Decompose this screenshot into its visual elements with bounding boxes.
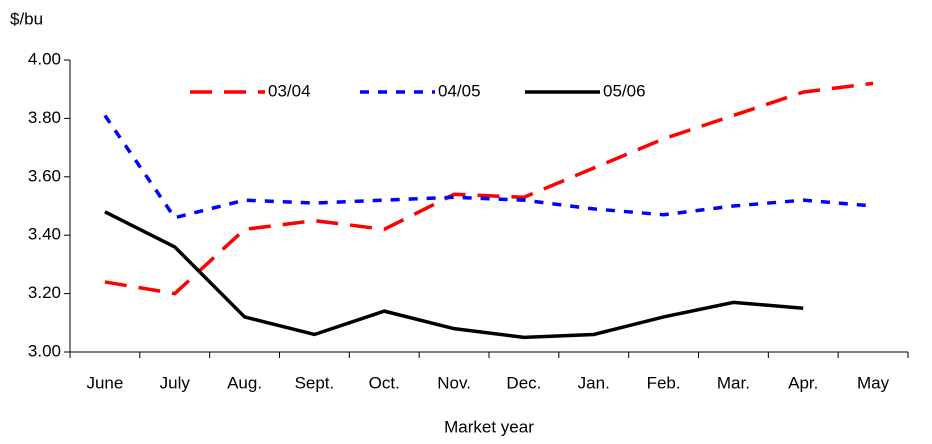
legend-label: 04/05 [438, 81, 481, 100]
legend-label: 05/06 [603, 81, 646, 100]
series-line [104, 81, 874, 296]
y-tick-label: 3.80 [28, 108, 61, 127]
y-tick-label: 3.20 [28, 283, 61, 302]
y-tick-label: 3.60 [28, 166, 61, 185]
x-tick-label: Oct. [369, 373, 400, 392]
legend-label: 03/04 [268, 81, 311, 100]
x-tick-label: Jan. [578, 373, 610, 392]
x-tick-label: Aug. [227, 373, 262, 392]
series-line [103, 114, 874, 220]
x-tick-label: Apr. [788, 373, 818, 392]
x-tick-label: Dec. [506, 373, 541, 392]
x-tick-label: Nov. [437, 373, 471, 392]
y-tick-label: 3.40 [28, 225, 61, 244]
y-axis-label: $/bu [10, 9, 43, 28]
x-tick-label: June [86, 373, 123, 392]
x-axis-label: Market year [444, 417, 534, 436]
y-tick-label: 3.00 [28, 341, 61, 360]
y-tick-label: 4.00 [28, 49, 61, 68]
x-tick-label: Sept. [295, 373, 335, 392]
x-tick-label: Mar. [717, 373, 750, 392]
x-tick-label: May [857, 373, 890, 392]
series-line [104, 210, 804, 340]
x-tick-label: Feb. [647, 373, 681, 392]
x-tick-label: July [160, 373, 191, 392]
